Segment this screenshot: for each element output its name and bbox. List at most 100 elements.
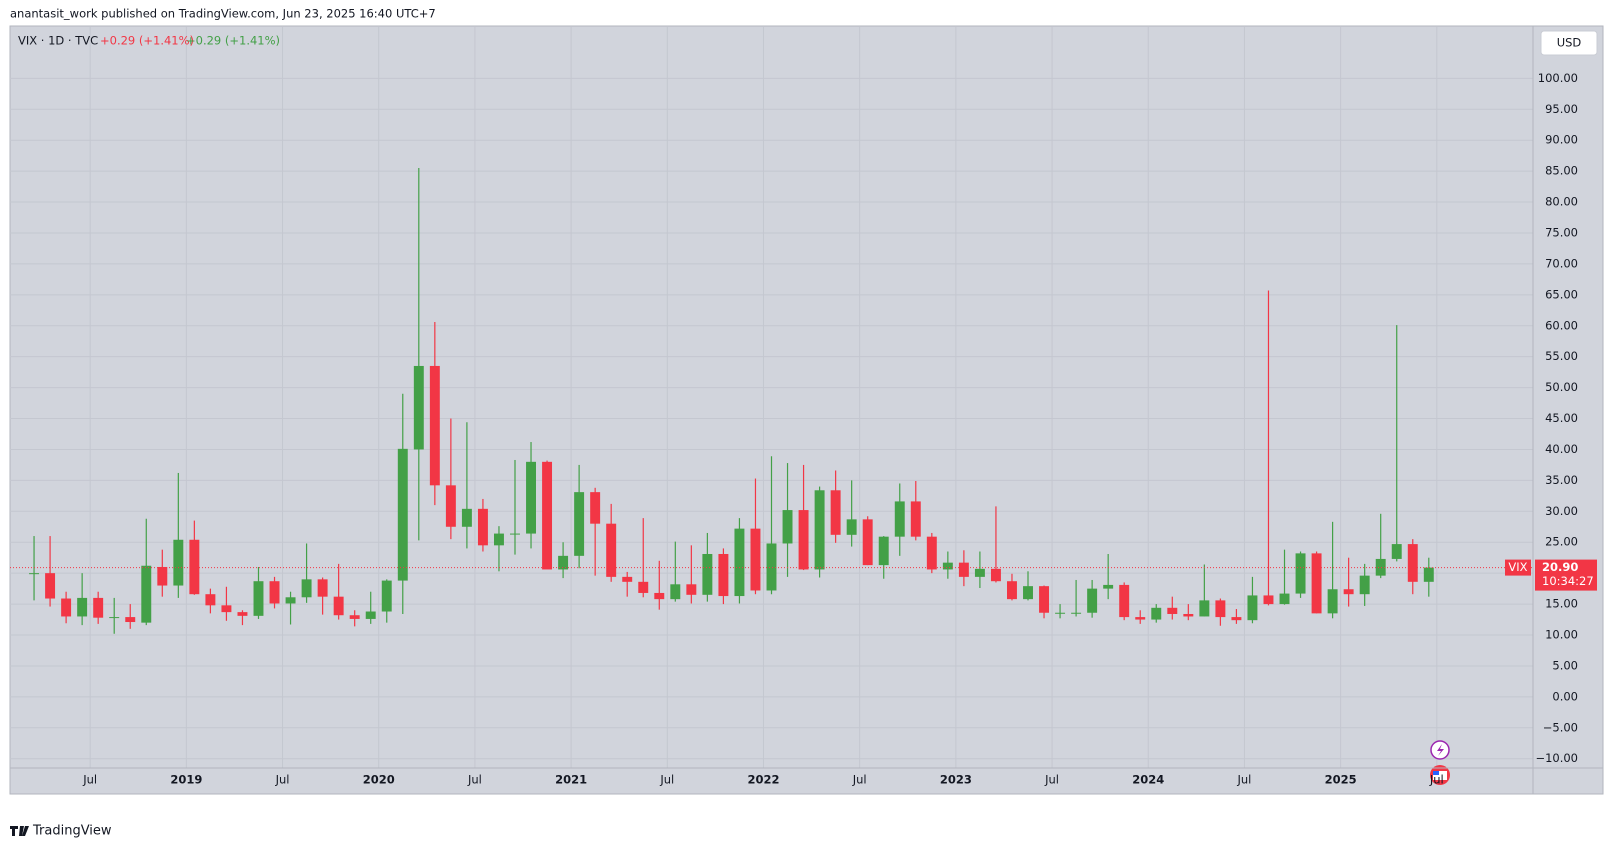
footer-brand: TradingView bbox=[32, 824, 112, 839]
candle-body bbox=[221, 605, 232, 613]
y-tick-label: 30.00 bbox=[1545, 504, 1578, 518]
candle-body bbox=[1183, 613, 1194, 617]
candle-body bbox=[1039, 586, 1050, 613]
candle-body bbox=[1215, 600, 1226, 618]
candle-body bbox=[574, 492, 585, 556]
y-tick-label: 50.00 bbox=[1545, 380, 1578, 394]
candle-body bbox=[526, 461, 536, 534]
y-tick-label: 35.00 bbox=[1545, 473, 1578, 487]
candle-body bbox=[237, 612, 248, 616]
y-tick-label: 10.00 bbox=[1545, 628, 1578, 642]
y-tick-label: 100.00 bbox=[1538, 71, 1578, 85]
legend-change: +0.29 (+1.41%) bbox=[100, 34, 194, 48]
alert-icons bbox=[1430, 740, 1450, 785]
legend-symbol: VIX · 1D · TVC bbox=[18, 34, 98, 48]
candle-body bbox=[622, 576, 633, 582]
symbol-tag-label: VIX bbox=[1508, 560, 1527, 574]
candle-body bbox=[1135, 617, 1146, 620]
candle-body bbox=[782, 510, 793, 544]
y-tick-label: 85.00 bbox=[1545, 164, 1578, 178]
y-tick-label: 95.00 bbox=[1545, 102, 1578, 116]
candle-body bbox=[734, 528, 745, 597]
candle-body bbox=[846, 519, 857, 535]
candle-body bbox=[1391, 544, 1402, 559]
x-tick-label: 2019 bbox=[170, 773, 202, 787]
candle-body bbox=[558, 555, 569, 570]
publish-info: anantasit_work published on TradingView.… bbox=[10, 7, 436, 21]
candle-body bbox=[1407, 544, 1418, 582]
candle-body bbox=[606, 523, 617, 577]
candle-body bbox=[1231, 617, 1242, 621]
candle-body bbox=[301, 579, 312, 598]
candle-body bbox=[365, 611, 376, 619]
candles bbox=[29, 168, 1434, 634]
candle-body bbox=[798, 510, 809, 570]
y-tick-label: 5.00 bbox=[1552, 658, 1578, 672]
candle-body bbox=[317, 579, 328, 597]
y-tick-label: 65.00 bbox=[1545, 287, 1578, 301]
y-tick-label: 25.00 bbox=[1545, 535, 1578, 549]
candle-body bbox=[1119, 584, 1130, 618]
candle-body bbox=[958, 562, 969, 577]
candle-body bbox=[141, 565, 152, 623]
candle-body bbox=[862, 519, 873, 566]
footer: TradingView bbox=[10, 824, 112, 839]
x-tick-label: Jul bbox=[852, 773, 867, 787]
candle-body bbox=[830, 490, 841, 535]
candle-body bbox=[1055, 612, 1066, 614]
currency-button[interactable] bbox=[1540, 30, 1598, 56]
legend-change: +0.29 (+1.41%) bbox=[186, 34, 280, 48]
candle-body bbox=[686, 584, 697, 595]
candle-body bbox=[1087, 588, 1098, 613]
x-tick-label: Jul bbox=[275, 773, 290, 787]
candle-body bbox=[894, 501, 905, 537]
x-tick-label: Jul bbox=[82, 773, 97, 787]
currency-label[interactable]: USD bbox=[1557, 36, 1582, 50]
y-tick-label: 45.00 bbox=[1545, 411, 1578, 425]
price-tag-countdown: 10:34:27 bbox=[1542, 574, 1594, 588]
candle-body bbox=[1327, 589, 1338, 614]
price-tag bbox=[1535, 559, 1597, 591]
candle-body bbox=[93, 597, 104, 618]
y-tick-label: 60.00 bbox=[1545, 318, 1578, 332]
x-tick-label: Jul bbox=[1236, 773, 1251, 787]
candle-body bbox=[461, 508, 472, 527]
candle-body bbox=[1375, 558, 1386, 576]
candle-body bbox=[1247, 595, 1258, 621]
candle-body bbox=[1071, 612, 1082, 614]
candle-body bbox=[173, 539, 184, 586]
candle-body bbox=[61, 598, 72, 617]
y-tick-label: 90.00 bbox=[1545, 133, 1578, 147]
candle-body bbox=[397, 448, 408, 581]
candle-body bbox=[381, 580, 392, 612]
candle-body bbox=[1023, 586, 1033, 600]
x-tick-label: 2021 bbox=[555, 773, 587, 787]
candle-body bbox=[333, 596, 344, 616]
candle-body bbox=[477, 508, 488, 546]
y-tick-label: 40.00 bbox=[1545, 442, 1578, 456]
y-tick-label: 55.00 bbox=[1545, 349, 1578, 363]
candle-body bbox=[205, 594, 216, 606]
candle-body bbox=[253, 581, 264, 616]
candle-body bbox=[125, 617, 136, 623]
candle-body bbox=[990, 568, 1001, 582]
y-tick-label: 80.00 bbox=[1545, 195, 1578, 209]
candle-body bbox=[77, 597, 88, 617]
x-tick-label: 2020 bbox=[363, 773, 395, 787]
y-tick-label: 75.00 bbox=[1545, 225, 1578, 239]
candle-body bbox=[638, 581, 649, 593]
candle-body bbox=[1279, 593, 1290, 605]
candle-body bbox=[510, 533, 520, 535]
candle-body bbox=[1311, 553, 1322, 614]
candle-body bbox=[750, 528, 761, 591]
candle-body bbox=[1343, 589, 1354, 595]
candle-body bbox=[814, 490, 825, 570]
y-tick-label: 0.00 bbox=[1552, 689, 1578, 703]
candle-body bbox=[1103, 584, 1114, 589]
candle-body bbox=[1167, 607, 1178, 614]
candle-body bbox=[429, 365, 440, 486]
candle-body bbox=[1423, 567, 1434, 582]
chart-frame bbox=[9, 25, 1604, 795]
candle-body bbox=[910, 501, 921, 537]
